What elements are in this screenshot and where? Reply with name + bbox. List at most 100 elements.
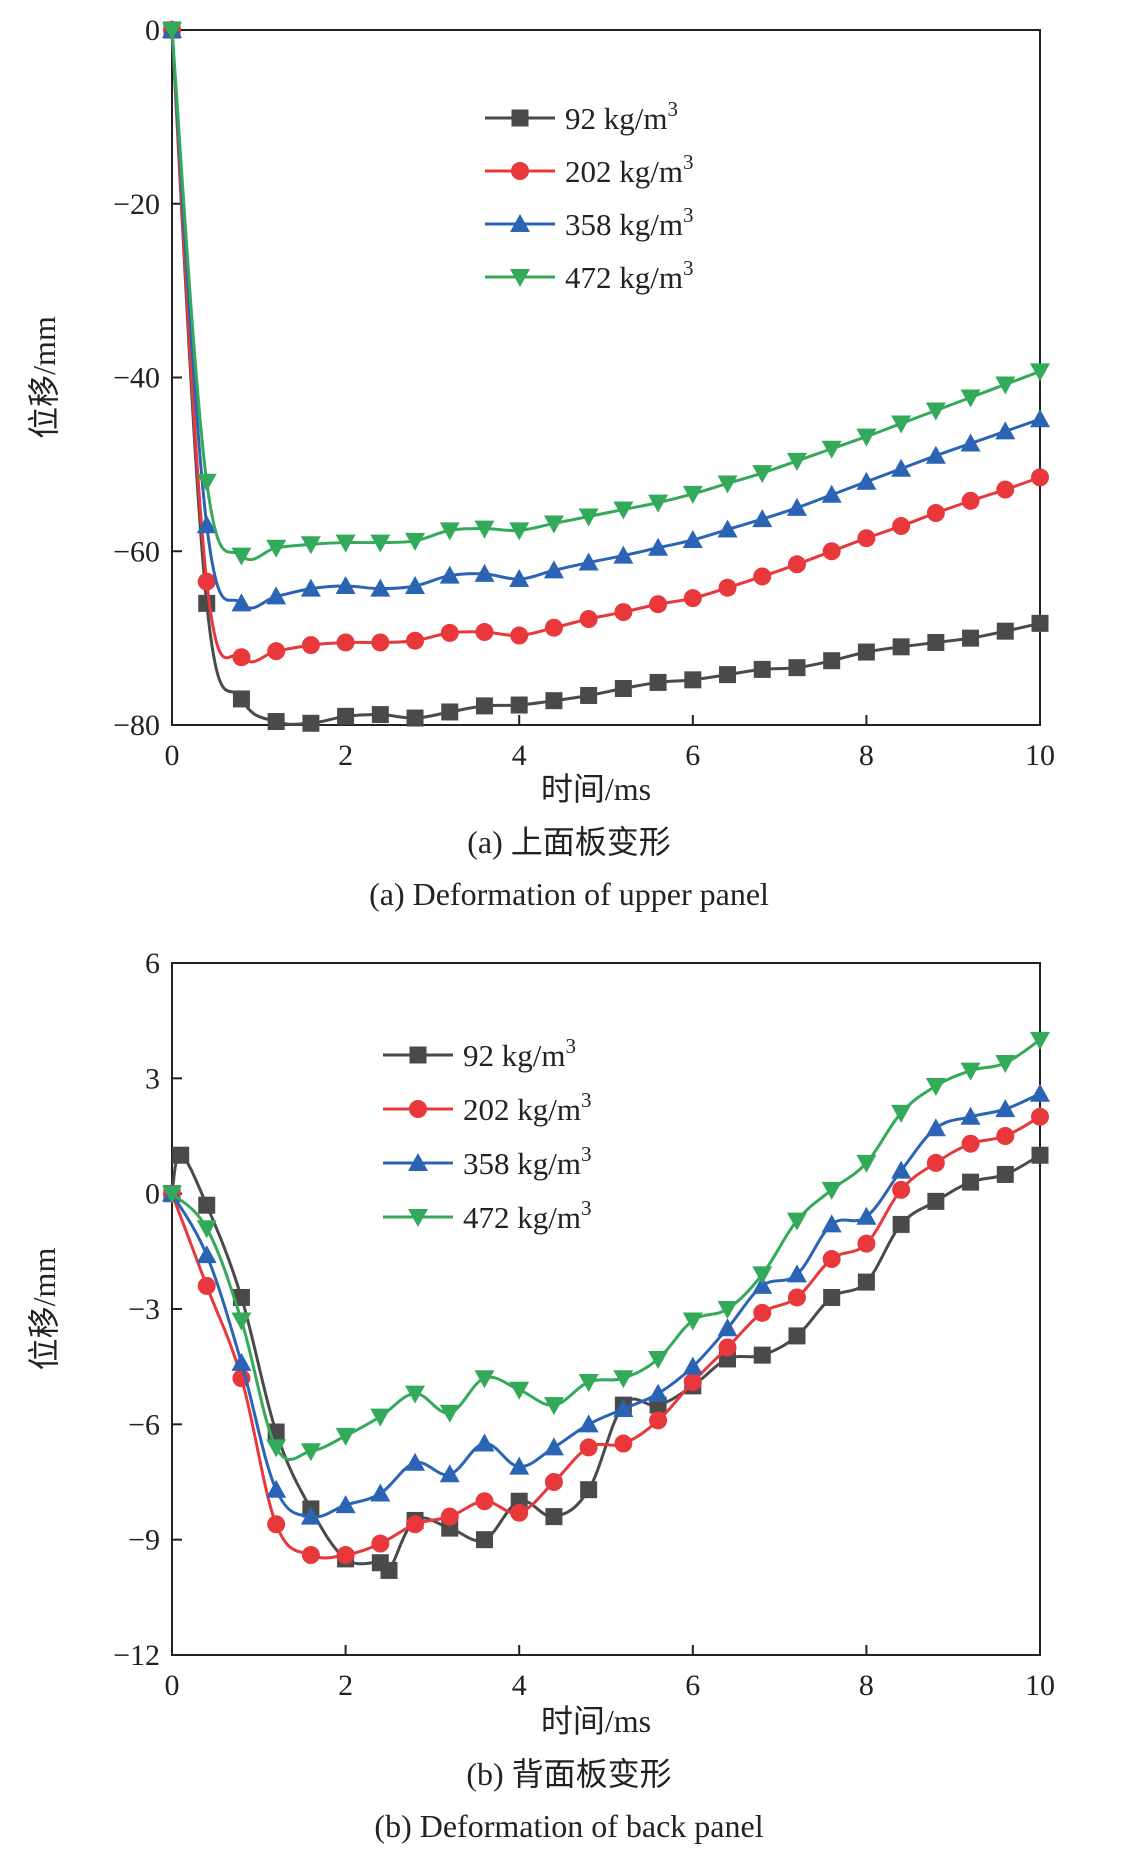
- caption-cn: (a) 上面板变形: [467, 824, 671, 860]
- legend-label-superscript: 3: [683, 150, 694, 174]
- data-point: [786, 1212, 807, 1231]
- x-tick-label: 8: [859, 1669, 874, 1702]
- series-3: [162, 20, 1050, 612]
- data-point: [232, 690, 250, 708]
- data-point: [231, 1352, 252, 1371]
- data-point: [614, 1434, 633, 1453]
- data-point: [892, 1180, 911, 1199]
- data-point: [543, 515, 564, 534]
- x-tick-label: 8: [859, 739, 874, 772]
- data-point: [856, 1154, 877, 1173]
- legend-entry: 92 kg/m3: [383, 1034, 576, 1073]
- data-point: [717, 475, 738, 494]
- data-point: [996, 1165, 1014, 1183]
- data-point: [335, 1427, 356, 1446]
- y-tick-label: −6: [128, 1408, 160, 1441]
- data-point: [892, 1215, 910, 1233]
- data-point: [267, 1515, 286, 1534]
- data-point: [300, 578, 321, 597]
- x-tick-label: 4: [512, 1669, 527, 1702]
- y-tick-label: −20: [113, 188, 160, 221]
- y-tick-label: −80: [113, 709, 160, 742]
- data-point: [823, 1288, 841, 1306]
- legend-label-text: 472 kg/m: [565, 260, 683, 295]
- data-point: [857, 1234, 876, 1253]
- data-point: [821, 440, 842, 459]
- x-tick-label: 0: [165, 739, 180, 772]
- y-tick-label: 6: [145, 947, 160, 980]
- data-point: [925, 1078, 946, 1097]
- data-point: [786, 497, 807, 516]
- data-point: [683, 589, 702, 608]
- data-point: [475, 1531, 493, 1549]
- data-point: [786, 452, 807, 471]
- data-point: [821, 1214, 842, 1233]
- data-point: [960, 1106, 981, 1125]
- data-point: [821, 1181, 842, 1200]
- data-point: [753, 1303, 772, 1322]
- series-line: [170, 29, 1041, 726]
- data-point: [545, 692, 563, 710]
- data-point: [301, 1546, 320, 1565]
- data-point: [787, 1288, 806, 1307]
- legend-label: 358 kg/m3: [565, 203, 693, 242]
- data-point: [995, 421, 1016, 440]
- series-4: [162, 1031, 1050, 1462]
- data-point: [1031, 468, 1049, 487]
- data-point: [996, 480, 1015, 499]
- legend-label: 472 kg/m3: [565, 256, 693, 295]
- series-4: [162, 22, 1050, 566]
- data-point: [266, 1439, 287, 1458]
- data-point: [371, 633, 390, 652]
- legend-label: 92 kg/m3: [565, 97, 678, 136]
- y-tick-label: −3: [128, 1293, 160, 1326]
- data-point: [580, 686, 598, 704]
- legend-marker: [510, 269, 530, 287]
- data-point: [996, 622, 1014, 640]
- data-point: [197, 572, 216, 591]
- legend-entry: 92 kg/m3: [485, 97, 678, 136]
- data-point: [545, 1508, 563, 1526]
- data-point: [231, 593, 252, 612]
- y-tick-label: −9: [128, 1524, 160, 1557]
- data-point: [543, 1437, 564, 1456]
- chart-back-panel: 0 2 4 6 8 10 6 3 0 −3 −6 −9 −12 时间/ms 位移/mm (b) 背面板变形 (b…: [26, 947, 1055, 1844]
- data-point: [788, 1327, 806, 1345]
- data-point: [717, 519, 738, 538]
- series-line: [170, 1153, 1041, 1575]
- x-tick-label: 0: [165, 1669, 180, 1702]
- data-point: [961, 1134, 980, 1153]
- data-point: [474, 1370, 495, 1389]
- data-point: [440, 623, 459, 642]
- data-point: [300, 1506, 321, 1525]
- series-2: [163, 21, 1049, 667]
- data-point: [370, 578, 391, 597]
- x-tick-label: 10: [1025, 1669, 1055, 1702]
- legend-label-text: 358 kg/m: [565, 207, 683, 242]
- data-point: [579, 610, 598, 629]
- data-point: [719, 666, 737, 684]
- data-point: [337, 707, 355, 725]
- data-point: [960, 1062, 981, 1081]
- series-line: [170, 29, 1041, 664]
- legend-marker: [408, 1209, 428, 1227]
- data-point: [370, 1483, 391, 1502]
- data-point: [753, 660, 771, 678]
- data-point: [925, 445, 946, 464]
- data-point: [752, 465, 773, 484]
- data-point: [266, 586, 287, 605]
- legend-marker: [409, 1046, 427, 1064]
- data-point: [509, 1381, 530, 1400]
- data-point: [752, 1275, 773, 1294]
- data-point: [474, 563, 495, 582]
- data-point: [509, 569, 530, 588]
- y-axis-title: 位移/mm: [26, 316, 62, 439]
- data-point: [336, 1546, 355, 1565]
- data-point: [614, 603, 633, 622]
- data-point: [162, 22, 182, 40]
- y-tick-label: 0: [145, 1178, 160, 1211]
- data-point: [335, 576, 356, 594]
- data-point: [439, 522, 460, 541]
- data-point: [961, 491, 980, 510]
- data-point: [232, 648, 251, 667]
